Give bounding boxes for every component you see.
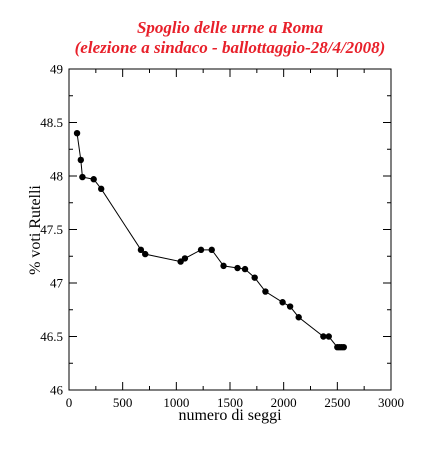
y-axis-title: % voti Rutelli (27, 185, 44, 275)
series-line (76, 133, 344, 348)
y-tick-label: 46.5 (40, 329, 63, 344)
plot-area-frame (68, 68, 392, 391)
data-point (90, 176, 97, 183)
data-point (286, 303, 294, 310)
data-point (234, 264, 241, 272)
series-layer (73, 130, 347, 351)
data-point (220, 262, 227, 270)
data-point (77, 156, 85, 164)
data-point (279, 299, 286, 306)
data-point (262, 288, 269, 295)
y-tick-label: 47 (50, 276, 64, 291)
chart-subtitle: (elezione a sindaco - ballottaggio-28/4/… (75, 38, 386, 57)
y-tick-label: 47.5 (40, 222, 63, 237)
y-axis-ticks: 46 46.5 47 47.5 48 48.5 49 (40, 62, 391, 398)
x-axis-ticks: 0 500 1000 1500 2000 2500 3000 (66, 69, 404, 410)
y-tick-label: 46 (50, 383, 64, 398)
data-point (325, 333, 332, 340)
y-tick-label: 48 (50, 169, 63, 184)
data-point (137, 246, 145, 254)
data-point (295, 314, 302, 321)
data-point (241, 265, 249, 273)
data-point (181, 255, 189, 262)
x-tick-label: 2500 (324, 395, 350, 410)
x-tick-label: 1000 (163, 395, 189, 410)
x-tick-label: 2000 (271, 395, 297, 410)
data-point (251, 274, 258, 281)
y-tick-label: 48.5 (40, 115, 63, 130)
x-tick-label: 3000 (378, 395, 404, 410)
data-point (208, 246, 215, 254)
chart-title: Spoglio delle urne a Roma (137, 18, 324, 37)
x-tick-label: 500 (113, 395, 133, 410)
data-point (98, 185, 105, 193)
y-tick-label: 49 (50, 62, 63, 77)
data-point (142, 250, 149, 258)
data-point (340, 344, 347, 351)
x-tick-label: 1500 (217, 395, 243, 410)
data-point (79, 173, 86, 181)
x-axis-title: numero di seggi (178, 407, 282, 424)
data-point (197, 246, 205, 254)
data-point (320, 333, 327, 340)
x-tick-label: 0 (66, 395, 73, 410)
data-point (73, 130, 81, 137)
